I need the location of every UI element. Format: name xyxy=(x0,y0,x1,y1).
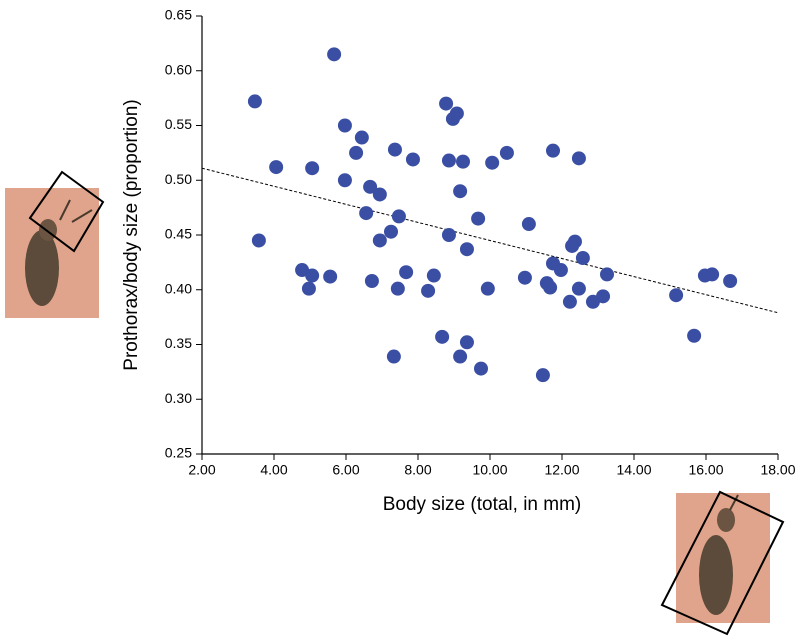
data-point xyxy=(269,160,284,175)
x-tick-label: 18.00 xyxy=(760,462,795,478)
y-tick-label: 0.60 xyxy=(165,61,192,77)
data-point xyxy=(441,228,456,242)
data-point xyxy=(305,268,320,283)
y-tick-label: 0.30 xyxy=(165,390,192,406)
data-point xyxy=(553,263,568,278)
data-point xyxy=(474,361,488,376)
data-point xyxy=(485,155,500,170)
data-point xyxy=(384,224,398,239)
x-tick-label: 16.00 xyxy=(688,462,723,478)
y-tick-label: 0.55 xyxy=(165,116,192,132)
photo-left xyxy=(5,170,105,318)
data-point xyxy=(575,250,590,265)
data-point xyxy=(405,152,420,167)
data-point xyxy=(349,145,364,160)
data-point xyxy=(301,281,316,296)
data-point xyxy=(453,184,468,199)
data-point xyxy=(453,349,468,364)
y-tick-label: 0.35 xyxy=(165,335,192,351)
data-point xyxy=(499,145,514,160)
data-point xyxy=(596,289,611,304)
y-tick-label: 0.65 xyxy=(165,7,192,23)
data-point xyxy=(372,233,387,248)
data-point xyxy=(571,151,586,166)
data-point xyxy=(459,242,474,257)
data-point xyxy=(391,209,406,224)
photo-right xyxy=(660,490,785,636)
y-tick-label: 0.50 xyxy=(165,171,192,187)
data-point xyxy=(456,154,470,169)
data-point xyxy=(251,233,266,248)
x-tick-label: 12.00 xyxy=(544,462,579,478)
data-point xyxy=(449,106,464,121)
data-point xyxy=(327,47,342,62)
data-point xyxy=(359,206,374,221)
y-axis-title: Prothorax/body size (proportion) xyxy=(121,99,142,370)
data-point xyxy=(305,161,320,176)
data-point xyxy=(372,187,387,202)
data-point xyxy=(363,179,378,194)
y-tick-label: 0.45 xyxy=(165,226,192,242)
data-point xyxy=(337,173,352,188)
data-point xyxy=(399,265,414,280)
data-point xyxy=(521,217,536,232)
x-tick-label: 8.00 xyxy=(404,462,431,478)
x-tick-label: 2.00 xyxy=(188,462,215,478)
data-point xyxy=(435,329,450,344)
data-point xyxy=(543,280,558,295)
data-point xyxy=(517,270,532,285)
data-point xyxy=(354,130,369,145)
data-point xyxy=(535,368,550,383)
data-point xyxy=(247,94,262,109)
x-tick-label: 4.00 xyxy=(260,462,287,478)
data-point xyxy=(364,273,379,288)
data-point xyxy=(459,335,474,350)
trend-line xyxy=(201,167,779,314)
data-point xyxy=(600,267,614,282)
data-point xyxy=(426,268,441,283)
data-point xyxy=(387,142,402,157)
data-point xyxy=(546,143,560,158)
data-point xyxy=(337,118,352,133)
data-point xyxy=(390,281,405,296)
data-point xyxy=(705,267,720,282)
y-tick-label: 0.25 xyxy=(165,445,192,461)
data-point xyxy=(562,294,577,309)
data-point xyxy=(323,269,338,284)
data-point xyxy=(571,281,586,296)
data-point xyxy=(421,283,436,298)
data-point xyxy=(386,349,401,364)
x-axis-title: Body size (total, in mm) xyxy=(383,494,582,515)
data-point xyxy=(471,211,486,226)
data-point xyxy=(439,96,454,111)
data-point xyxy=(480,281,495,296)
data-point xyxy=(567,234,582,249)
x-tick-label: 10.00 xyxy=(472,462,507,478)
data-point xyxy=(687,328,702,343)
data-point xyxy=(723,273,738,288)
data-point xyxy=(669,288,684,303)
x-tick-label: 14.00 xyxy=(616,462,651,478)
x-tick-label: 6.00 xyxy=(332,462,359,478)
y-tick-label: 0.40 xyxy=(165,280,192,296)
data-point xyxy=(441,153,456,168)
